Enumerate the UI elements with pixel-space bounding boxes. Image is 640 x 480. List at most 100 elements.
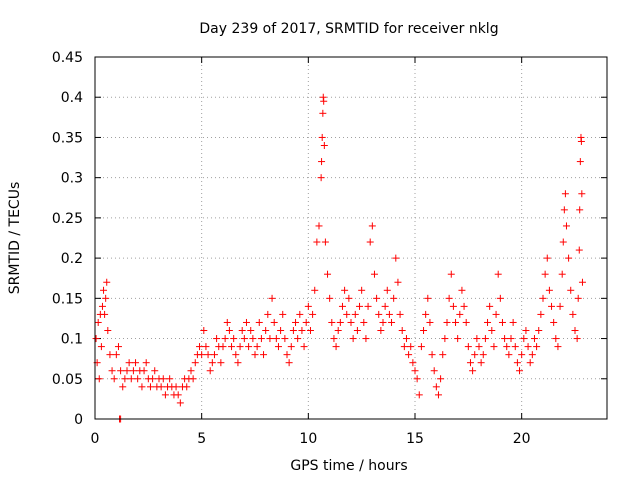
y-tick-label: 0.45 bbox=[52, 50, 83, 66]
data-point bbox=[543, 254, 551, 262]
data-point bbox=[441, 335, 449, 343]
data-point bbox=[498, 318, 506, 326]
data-point bbox=[129, 367, 137, 375]
data-point bbox=[576, 206, 584, 214]
data-point bbox=[187, 367, 195, 375]
data-point bbox=[381, 302, 389, 310]
data-point bbox=[383, 286, 391, 294]
data-point bbox=[520, 335, 528, 343]
data-point bbox=[204, 351, 212, 359]
data-point bbox=[206, 367, 214, 375]
data-point bbox=[228, 343, 236, 351]
chart-title: Day 239 of 2017, SRMTID for receiver nkl… bbox=[199, 21, 498, 37]
data-point bbox=[578, 190, 586, 198]
data-point bbox=[578, 278, 586, 286]
data-point bbox=[477, 359, 485, 367]
data-point bbox=[541, 270, 549, 278]
data-point bbox=[174, 391, 182, 399]
data-point bbox=[385, 310, 393, 318]
data-point bbox=[473, 335, 481, 343]
x-tick-label: 5 bbox=[197, 431, 206, 447]
data-point bbox=[456, 310, 464, 318]
data-point bbox=[422, 310, 430, 318]
data-point bbox=[94, 318, 102, 326]
data-point bbox=[238, 327, 246, 335]
data-point bbox=[466, 359, 474, 367]
data-point bbox=[277, 327, 285, 335]
data-point bbox=[469, 367, 477, 375]
data-point bbox=[262, 327, 270, 335]
x-tick-label: 20 bbox=[513, 431, 531, 447]
data-point bbox=[424, 294, 432, 302]
data-point bbox=[317, 174, 325, 182]
data-point bbox=[388, 318, 396, 326]
data-point bbox=[392, 254, 400, 262]
data-point bbox=[516, 367, 524, 375]
data-point bbox=[426, 318, 434, 326]
data-point bbox=[445, 294, 453, 302]
data-point bbox=[240, 335, 248, 343]
data-point bbox=[249, 335, 257, 343]
data-point bbox=[368, 222, 376, 230]
data-point bbox=[287, 343, 295, 351]
axis-ticks: 0 5 10 15 20 0 0.05 0.1 0.15 0.2 0.25 0.3 0.35 0.4 0.4… bbox=[52, 50, 607, 447]
x-tick-label: 10 bbox=[299, 431, 317, 447]
data-point bbox=[125, 359, 133, 367]
data-point bbox=[117, 367, 125, 375]
data-point bbox=[375, 310, 383, 318]
data-point bbox=[548, 302, 556, 310]
data-point bbox=[539, 294, 547, 302]
data-point bbox=[328, 318, 336, 326]
data-point bbox=[484, 318, 492, 326]
data-point bbox=[439, 351, 447, 359]
x-axis-label: GPS time / hours bbox=[290, 458, 407, 474]
y-tick-label: 0 bbox=[74, 412, 83, 428]
data-point bbox=[176, 399, 184, 407]
data-point bbox=[274, 343, 282, 351]
data-point bbox=[400, 343, 408, 351]
data-point bbox=[417, 343, 425, 351]
data-point bbox=[533, 343, 541, 351]
data-point bbox=[296, 310, 304, 318]
data-point bbox=[554, 343, 562, 351]
data-point bbox=[460, 302, 468, 310]
data-point bbox=[458, 286, 466, 294]
data-point bbox=[101, 310, 109, 318]
data-point bbox=[560, 206, 568, 214]
data-point bbox=[565, 254, 573, 262]
data-point bbox=[347, 318, 355, 326]
data-point bbox=[326, 294, 334, 302]
data-point bbox=[398, 327, 406, 335]
data-point bbox=[428, 351, 436, 359]
data-point bbox=[114, 343, 122, 351]
data-point bbox=[575, 246, 583, 254]
data-point bbox=[264, 310, 272, 318]
data-point bbox=[146, 383, 154, 391]
plot-frame bbox=[94, 56, 608, 420]
data-point bbox=[281, 335, 289, 343]
data-point bbox=[172, 383, 180, 391]
data-point bbox=[151, 367, 159, 375]
data-point bbox=[343, 310, 351, 318]
data-point bbox=[102, 294, 110, 302]
data-point bbox=[149, 375, 157, 383]
data-point bbox=[488, 327, 496, 335]
data-point bbox=[98, 302, 106, 310]
data-point bbox=[552, 335, 560, 343]
data-point bbox=[411, 367, 419, 375]
data-point bbox=[535, 327, 543, 335]
data-point bbox=[110, 375, 118, 383]
data-point bbox=[490, 343, 498, 351]
data-point bbox=[528, 351, 536, 359]
data-point bbox=[283, 351, 291, 359]
data-point bbox=[268, 294, 276, 302]
data-point bbox=[300, 343, 308, 351]
y-tick-label: 0.05 bbox=[52, 372, 83, 388]
y-tick-label: 0.3 bbox=[61, 171, 83, 187]
data-point bbox=[306, 327, 314, 335]
data-point bbox=[537, 310, 545, 318]
data-point bbox=[443, 318, 451, 326]
data-point bbox=[366, 238, 374, 246]
data-point bbox=[364, 302, 372, 310]
data-point bbox=[285, 359, 293, 367]
